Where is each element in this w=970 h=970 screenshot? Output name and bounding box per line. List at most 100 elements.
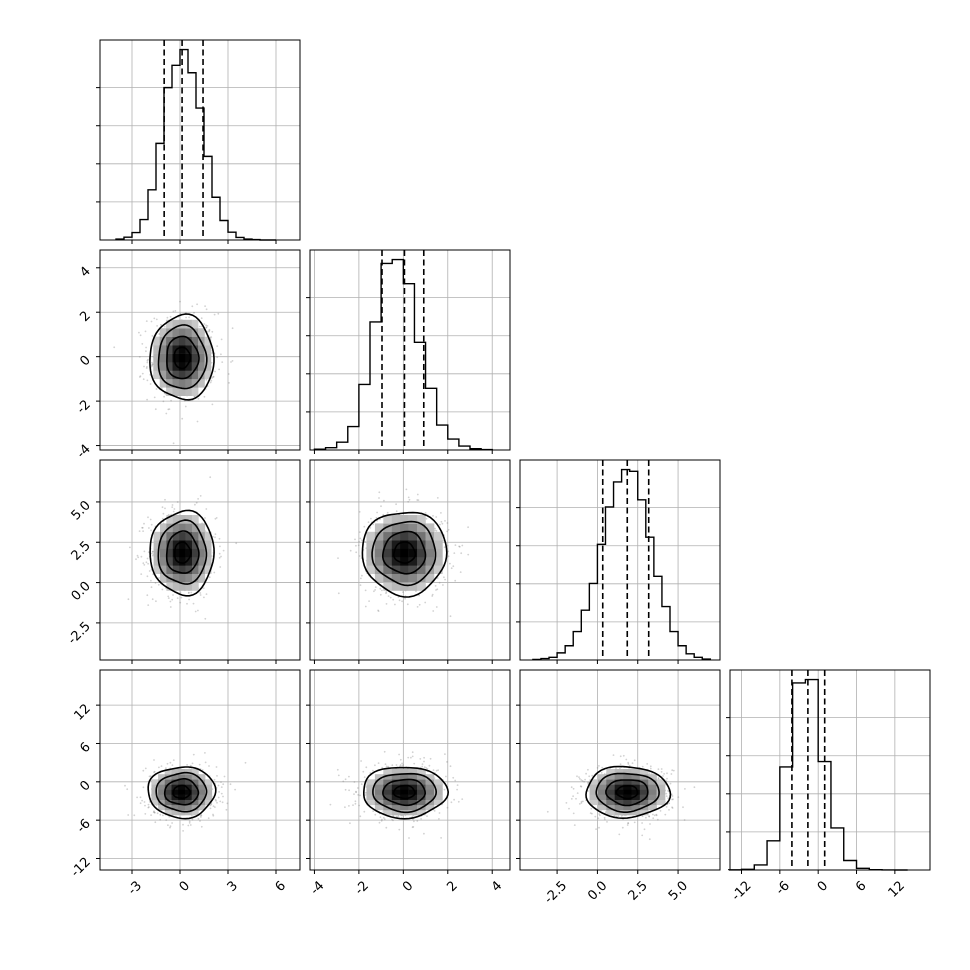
density-cell [639,774,649,780]
density-cell [656,789,666,795]
sample-point [363,525,366,528]
density-cell [391,565,401,574]
density-cell [185,799,192,806]
sample-point [200,814,203,817]
y-tick-label: -4 [74,442,94,462]
sample-point [378,821,381,824]
sample-point [161,588,164,591]
sample-point [669,782,672,785]
density-cell [408,784,418,790]
sample-point [142,769,145,772]
sample-point [142,786,145,789]
sample-point [216,801,218,804]
sample-point [389,596,392,599]
density-cell [185,774,192,780]
sample-point [446,806,449,809]
sample-point [378,497,380,499]
density-cell [198,353,205,363]
sample-point [230,361,232,363]
density-cell [400,531,409,541]
sample-point [598,765,600,767]
sample-point [657,777,660,780]
sample-point [197,498,200,500]
sample-point [458,545,461,548]
density-cell [151,789,159,795]
sample-point [649,767,652,770]
sample-point [221,801,224,804]
sample-point [595,828,597,830]
density-cell [391,540,401,549]
sample-point [144,804,146,807]
sample-point [446,530,448,533]
density-cell [614,769,624,775]
density-cell [153,353,160,363]
sample-point [139,375,142,377]
density-cell [159,378,167,388]
density-cell [400,523,409,533]
density-cell [159,345,167,354]
density-cell [179,565,186,574]
sample-point [392,598,395,601]
panel-content [329,750,464,839]
density-cell [192,531,199,541]
x-tick-label: 6 [853,878,869,894]
density-cell [159,328,167,337]
density-cell [623,804,632,811]
density-cell [366,540,376,549]
sample-point [384,763,387,766]
density-cell [166,362,173,371]
density-cell [204,362,212,371]
density-cell [192,540,199,549]
sample-point [153,770,156,773]
x-tick-label: 2.5 [626,878,651,903]
density-cell [153,565,161,574]
sample-point [619,763,622,766]
sample-point [137,556,140,559]
sample-point [226,802,229,805]
density-cell [425,784,435,790]
y-tick-label: 0 [77,778,93,794]
sample-point [153,771,155,774]
density-cell [185,779,192,785]
sample-point [358,531,361,533]
sample-point [416,606,419,608]
density-cell [648,789,657,795]
panel-frame [99,39,301,241]
density-cell [178,794,186,800]
sample-point [665,792,668,795]
sample-point [570,786,573,789]
sample-point [143,365,145,368]
sample-point [143,522,145,525]
density-cell [434,548,443,558]
sample-point [147,516,149,519]
density-cell [185,378,192,388]
sample-point [167,597,170,599]
sample-point [348,775,350,778]
sample-point [211,403,214,406]
sample-point [416,493,419,496]
density-cell [198,328,205,337]
sample-point [222,549,225,552]
density-cell [606,769,615,775]
sample-point [204,752,206,754]
sample-point [206,325,209,327]
sample-point [378,491,381,494]
sample-point [395,764,398,766]
density-cell [425,573,435,583]
contour-line [595,772,660,813]
sample-point [191,818,194,821]
sample-point [147,806,150,809]
contour-line [361,511,448,598]
sample-point [138,356,141,358]
density-cell [204,548,212,558]
sample-point [657,768,660,771]
sample-point [154,582,157,584]
sample-point [209,807,212,810]
sample-point [401,765,404,767]
density-cell [614,809,624,816]
sample-point [349,822,351,825]
density-cell [383,531,392,541]
sample-point [684,788,686,790]
sample-point [671,769,674,772]
sample-point [408,837,410,839]
